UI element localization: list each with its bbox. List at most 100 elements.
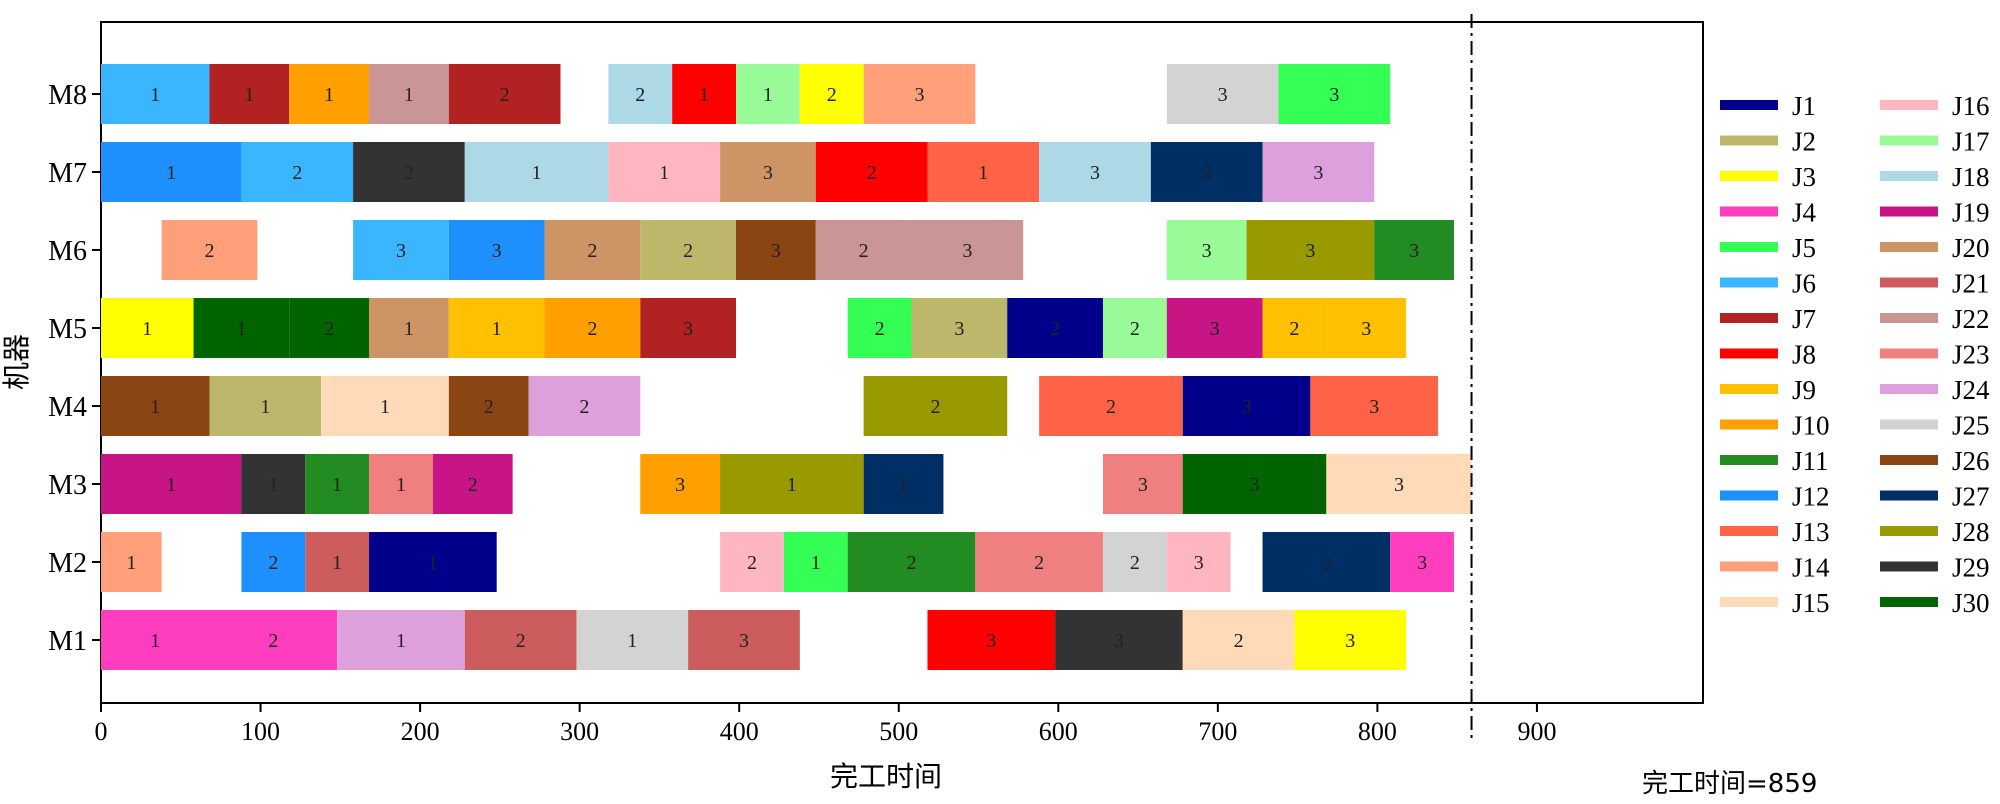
legend-label-j12: J12 (1792, 482, 1830, 512)
gantt-bar-M5-J1-op2 (1007, 298, 1103, 358)
gantt-bar-label: 2 (1050, 318, 1060, 340)
gantt-bar-label: 2 (1130, 318, 1140, 340)
gantt-bar-M1-J8-op3 (927, 610, 1056, 670)
gantt-bar-label: 2 (683, 240, 693, 262)
gantt-bar-label: 3 (771, 240, 781, 262)
gantt-bar-label: 3 (914, 84, 924, 106)
y-tick-label-m4: M4 (48, 392, 87, 423)
gantt-bar-M8-J10-op1 (289, 64, 370, 124)
gantt-bar-label: 3 (954, 318, 964, 340)
gantt-bar-label: 1 (332, 552, 342, 574)
gantt-bar-M6-J28-op3 (1246, 220, 1375, 280)
gantt-bar-label: 2 (747, 552, 757, 574)
gantt-bar-M3-J15-op3 (1326, 454, 1472, 514)
gantt-bar-M7-J24-op3 (1262, 142, 1375, 202)
gantt-bar-M8-J5-op3 (1278, 64, 1391, 124)
gantt-bar-M5-J5-op2 (847, 298, 912, 358)
x-axis: 0 100 200 300 400 500 600 700 800 900 (95, 703, 1556, 746)
gantt-bar-M4-J13-op2 (1039, 376, 1183, 436)
legend-label-j16: J16 (1952, 91, 1990, 121)
gantt-bar-label: 1 (428, 552, 438, 574)
gantt-bar-M5-J7-op3 (640, 298, 737, 358)
gantt-bar-M5-J9-op1 (448, 298, 545, 358)
gantt-bar-label: 2 (907, 552, 917, 574)
gantt-bar-M8-J22-op1 (369, 64, 449, 124)
gantt-bar-M2-J23-op2 (975, 532, 1103, 592)
bar-labels-layer: 1 2 1 2 1 3 3 3 2 3 1 2 1 1 2 1 2 2 2 3 3 3 1 1 1 1 2 3 1 1 3 3 3 1 1 1 2 2 2 2… (126, 84, 1427, 652)
gantt-bar-label: 2 (1034, 552, 1044, 574)
y-tick-label-m2: M2 (48, 548, 87, 579)
gantt-bar-M3-J19-op1 (101, 454, 242, 514)
legend-label-j15: J15 (1792, 588, 1830, 618)
x-tick-label: 200 (401, 717, 440, 746)
legend: J1 J2 J3 J4 J5 J6 J7 J8 J9 J10 J11 J12 J13 J14 J15 J16 J… (1720, 91, 1990, 618)
gantt-bar-M5-J10-op2 (544, 298, 641, 358)
legend-label-j24: J24 (1952, 375, 1990, 405)
gantt-bar-M7-J18-op3 (1039, 142, 1151, 202)
gantt-bar-label: 2 (579, 396, 589, 418)
gantt-bar-M1-J29-op3 (1055, 610, 1183, 670)
gantt-bar-label: 3 (1417, 552, 1427, 574)
gantt-bar-M1-J21-op3 (688, 610, 800, 670)
gantt-bar-M6-J14-op2 (161, 220, 258, 280)
gantt-bar-M5-J9-op2 (1262, 298, 1327, 358)
gantt-bar-label: 3 (683, 318, 693, 340)
gantt-bar-label: 1 (236, 318, 246, 340)
gantt-bar-M6-J17-op3 (1166, 220, 1247, 280)
x-tick-label: 800 (1358, 717, 1397, 746)
gantt-bar-M7-J27-op2 (1150, 142, 1263, 202)
gantt-bar-M6-J22-op3 (911, 220, 1024, 280)
legend-label-j11: J11 (1792, 446, 1829, 476)
gantt-bar-label: 1 (699, 84, 709, 106)
gantt-bar-label: 2 (875, 318, 885, 340)
bars-layer (101, 64, 1472, 670)
gantt-bar-M3-J10-op3 (640, 454, 721, 514)
gantt-bar-label: 1 (150, 396, 160, 418)
legend-label-j27: J27 (1952, 482, 1990, 512)
gantt-bar-M1-J4-op2 (209, 610, 338, 670)
gantt-bar-label: 2 (1202, 162, 1212, 184)
gantt-bar-label: 1 (244, 84, 254, 106)
x-tick-label: 900 (1517, 717, 1556, 746)
gantt-bar-M8-J7-op1 (209, 64, 290, 124)
gantt-bar-M4-J26-op2 (448, 376, 529, 436)
gantt-bar-M8-J18-op2 (608, 64, 673, 124)
gantt-bar-label: 3 (1409, 240, 1419, 262)
gantt-bar-label: 2 (930, 396, 940, 418)
gantt-bar-label: 3 (396, 240, 406, 262)
gantt-bar-M2-J16-op2 (720, 532, 784, 592)
legend-label-j19: J19 (1952, 198, 1990, 228)
gantt-bar-label: 3 (986, 630, 996, 652)
gantt-bar-M4-J1-op3 (1182, 376, 1311, 436)
gantt-bar-M8-J14-op3 (863, 64, 976, 124)
legend-label-j7: J7 (1792, 304, 1816, 334)
gantt-bar-M2-J11-op2 (847, 532, 976, 592)
gantt-bar-M6-J11-op3 (1374, 220, 1454, 280)
gantt-bar-label: 1 (492, 318, 502, 340)
x-tick-label: 400 (720, 717, 759, 746)
legend-label-j9: J9 (1792, 375, 1816, 405)
gantt-bar-M4-J28-op2 (863, 376, 1008, 436)
gantt-bar-M1-J15-op2 (1182, 610, 1295, 670)
gantt-bar-label: 1 (811, 552, 821, 574)
gantt-bar-M4-J24-op2 (528, 376, 641, 436)
gantt-bar-label: 1 (659, 162, 669, 184)
gantt-bar-label: 1 (978, 162, 988, 184)
gantt-bar-M8-J17-op1 (736, 64, 800, 124)
y-tick-label-m5: M5 (48, 314, 87, 345)
gantt-bar-M3-J23-op3 (1102, 454, 1183, 514)
gantt-bar-label: 2 (587, 318, 597, 340)
gantt-bar-label: 2 (1130, 552, 1140, 574)
gantt-bar-M5-J17-op2 (1102, 298, 1167, 358)
gantt-bar-label: 2 (827, 84, 837, 106)
legend-label-j5: J5 (1792, 233, 1816, 263)
legend-label-j25: J25 (1952, 411, 1990, 441)
legend-label-j26: J26 (1952, 446, 1990, 476)
gantt-bar-M7-J18-op1 (464, 142, 609, 202)
gantt-bar-M4-J15-op1 (321, 376, 449, 436)
gantt-bar-M1-J3-op3 (1294, 610, 1407, 670)
gantt-bar-M3-J28-op1 (720, 454, 864, 514)
legend-label-j28: J28 (1952, 517, 1990, 547)
gantt-bar-label: 1 (260, 396, 270, 418)
gantt-bar-label: 1 (126, 552, 136, 574)
